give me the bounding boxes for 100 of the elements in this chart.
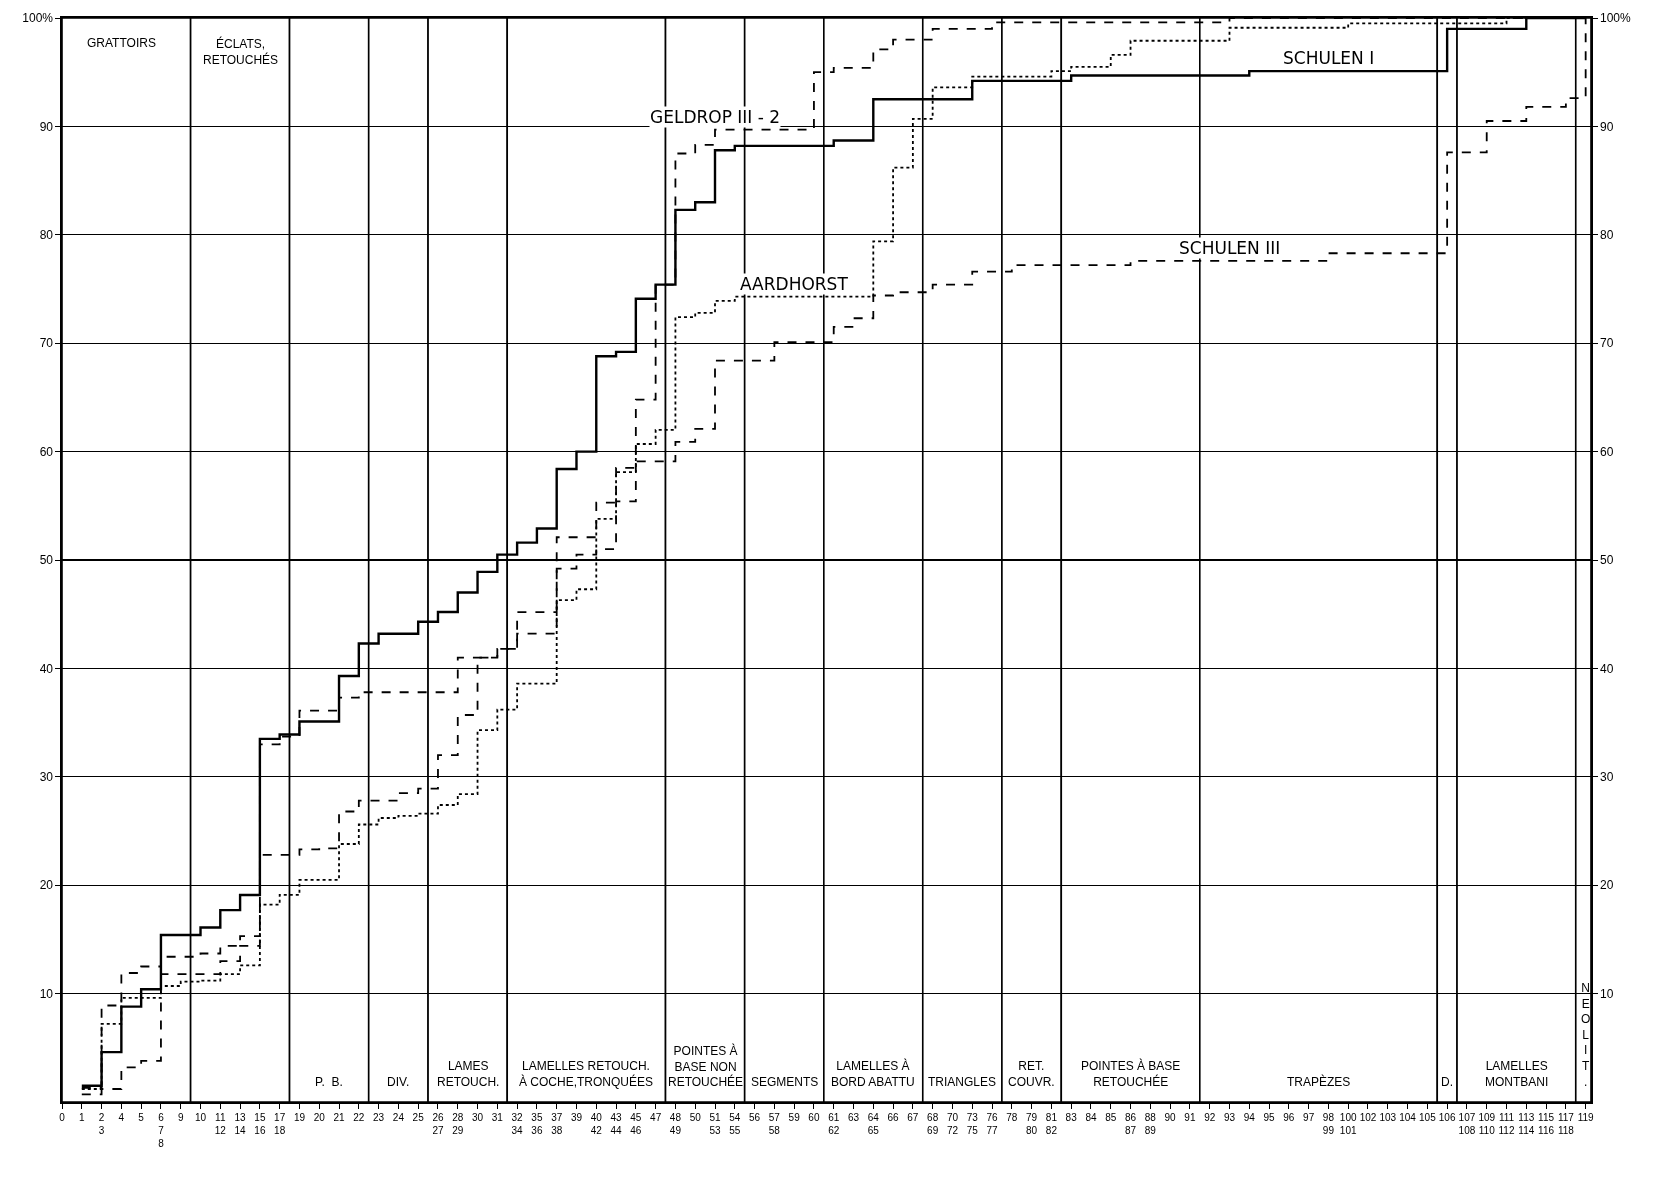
x-tick-label: 119 (1577, 1111, 1595, 1123)
x-tick-label: 78 (1006, 1111, 1018, 1123)
x-tick-label: 88 89 (1144, 1111, 1157, 1136)
x-tick-label: 103 (1379, 1111, 1397, 1123)
x-tick-label: 45 46 (630, 1111, 642, 1136)
x-tick-label: 24 (392, 1111, 405, 1123)
x-tick-label: 28 29 (452, 1111, 464, 1136)
x-tick-label: 92 (1204, 1111, 1216, 1123)
y-tick-label: 80 (39, 228, 54, 242)
x-tick-label: 4 (118, 1111, 125, 1123)
x-tick-label: 21 (333, 1111, 346, 1123)
x-tick-label: 9 (177, 1111, 184, 1123)
x-tick-label: 68 69 (927, 1111, 939, 1136)
x-tick-label: 76 77 (986, 1111, 999, 1136)
x-tick-label: 106 (1438, 1111, 1456, 1123)
x-tick-label: 107 108 (1458, 1111, 1476, 1136)
x-tick-label: 0 (59, 1111, 66, 1123)
x-tick-label: 47 (650, 1111, 662, 1123)
x-tick-label: 93 (1223, 1111, 1236, 1123)
x-tick-label: 64 65 (867, 1111, 880, 1136)
y-tick-label: 50 (39, 553, 54, 568)
x-tick-label: 83 (1065, 1111, 1078, 1123)
x-tick-label: 23 (373, 1111, 385, 1123)
x-tick-label: 50 (689, 1111, 702, 1123)
y2-tick-label: 40 (1600, 661, 1614, 676)
y-tick-label: 40 (39, 661, 54, 676)
x-tick-label: 59 (788, 1111, 801, 1123)
x-tick-label: 63 (847, 1111, 860, 1123)
y2-tick-label: 10 (1600, 986, 1614, 1001)
y2-tick-label: 60 (1600, 444, 1614, 459)
band-label: POINTES À BASE RETOUCHÉE (1081, 1058, 1181, 1089)
y2-tick-label: 80 (1600, 228, 1614, 242)
x-tick-label: 91 (1184, 1111, 1196, 1123)
x-tick-label: 43 44 (610, 1111, 623, 1136)
band-label: LAMELLES À BORD ABATTU (831, 1058, 915, 1089)
x-tick-label: 10 (194, 1111, 207, 1123)
x-tick-label: 30 (471, 1111, 484, 1123)
x-tick-label: 6 7 8 (158, 1111, 165, 1149)
x-tick-label: 109 110 (1478, 1111, 1496, 1136)
x-tick-label: 104 (1399, 1111, 1417, 1123)
x-tick-label: 37 38 (551, 1111, 563, 1136)
band-label: P. B. (315, 1075, 343, 1089)
x-tick-label: 70 72 (946, 1111, 959, 1136)
band-label: TRAPÈZES (1287, 1074, 1351, 1089)
x-tick-label: 35 36 (531, 1111, 543, 1136)
band-label: LAMES RETOUCH. (437, 1059, 500, 1089)
y2-tick-label: 50 (1600, 553, 1614, 568)
x-tick-label: 51 53 (709, 1111, 721, 1136)
x-tick-label: 40 42 (590, 1111, 603, 1136)
x-tick-label: 5 (138, 1111, 145, 1123)
band-label: LAMELLES MONTBANI (1485, 1059, 1549, 1089)
x-tick-label: 17 18 (274, 1111, 286, 1136)
x-tick-label: 96 (1283, 1111, 1295, 1123)
annotation: SCHULEN III (1179, 238, 1281, 258)
band-label: SEGMENTS (751, 1075, 819, 1089)
y-tick-label: 100% (22, 11, 54, 26)
x-tick-label: 39 (570, 1111, 583, 1123)
band-label: D. (1441, 1075, 1453, 1089)
x-tick-label: 79 80 (1026, 1111, 1038, 1136)
band-label: RET. COUVR. (1008, 1059, 1055, 1089)
x-tick-label: 48 49 (669, 1111, 682, 1136)
annotation: GELDROP III - 2 (650, 107, 781, 127)
y-tick-label: 20 (39, 878, 54, 893)
x-tick-label: 19 (293, 1111, 306, 1123)
band-label: GRATTOIRS (87, 36, 156, 50)
x-tick-label: 111 112 (1498, 1111, 1515, 1136)
x-tick-label: 73 75 (966, 1111, 979, 1136)
band-label: ÉCLATS, RETOUCHÉS (203, 36, 279, 67)
x-tick-label: 20 (313, 1111, 326, 1123)
x-tick-label: 84 (1085, 1111, 1097, 1123)
annotation: AARDHORST (740, 274, 849, 294)
x-tick-label: 11 12 (214, 1111, 227, 1136)
band-label: LAMELLES RETOUCH. À COCHE,TRONQUÉES (519, 1059, 654, 1089)
x-tick-label: 100 101 (1339, 1111, 1357, 1136)
band-label: TRIANGLES (928, 1075, 997, 1089)
x-tick-label: 67 (907, 1111, 919, 1123)
band-label: POINTES À BASE NON RETOUCHÉE (668, 1043, 744, 1090)
x-tick-label: 113 114 (1518, 1111, 1535, 1136)
x-tick-label: 61 62 (828, 1111, 840, 1136)
band-label: NEOLIT. (1581, 981, 1591, 1089)
x-tick-label: 117 118 (1557, 1111, 1575, 1136)
x-tick-label: 54 55 (729, 1111, 741, 1136)
x-tick-label: 31 (491, 1111, 504, 1123)
y2-tick-label: 70 (1600, 336, 1614, 351)
y-tick-label: 30 (39, 770, 54, 784)
x-tick-label: 22 (353, 1111, 365, 1123)
y-tick-label: 10 (39, 986, 54, 1001)
x-tick-label: 81 82 (1045, 1111, 1058, 1136)
x-tick-label: 95 (1263, 1111, 1276, 1123)
y2-tick-label: 90 (1600, 119, 1614, 134)
x-tick-label: 56 (749, 1111, 761, 1123)
y-tick-label: 60 (39, 444, 54, 459)
x-tick-label: 66 (887, 1111, 900, 1123)
x-tick-label: 98 99 (1322, 1111, 1335, 1136)
x-tick-label: 60 (808, 1111, 820, 1123)
x-tick-label: 2 3 (98, 1111, 105, 1136)
band-label: DIV. (387, 1075, 410, 1089)
x-tick-label: 90 (1164, 1111, 1177, 1123)
y2-tick-label: 30 (1600, 770, 1614, 784)
x-tick-label: 94 (1243, 1111, 1256, 1123)
